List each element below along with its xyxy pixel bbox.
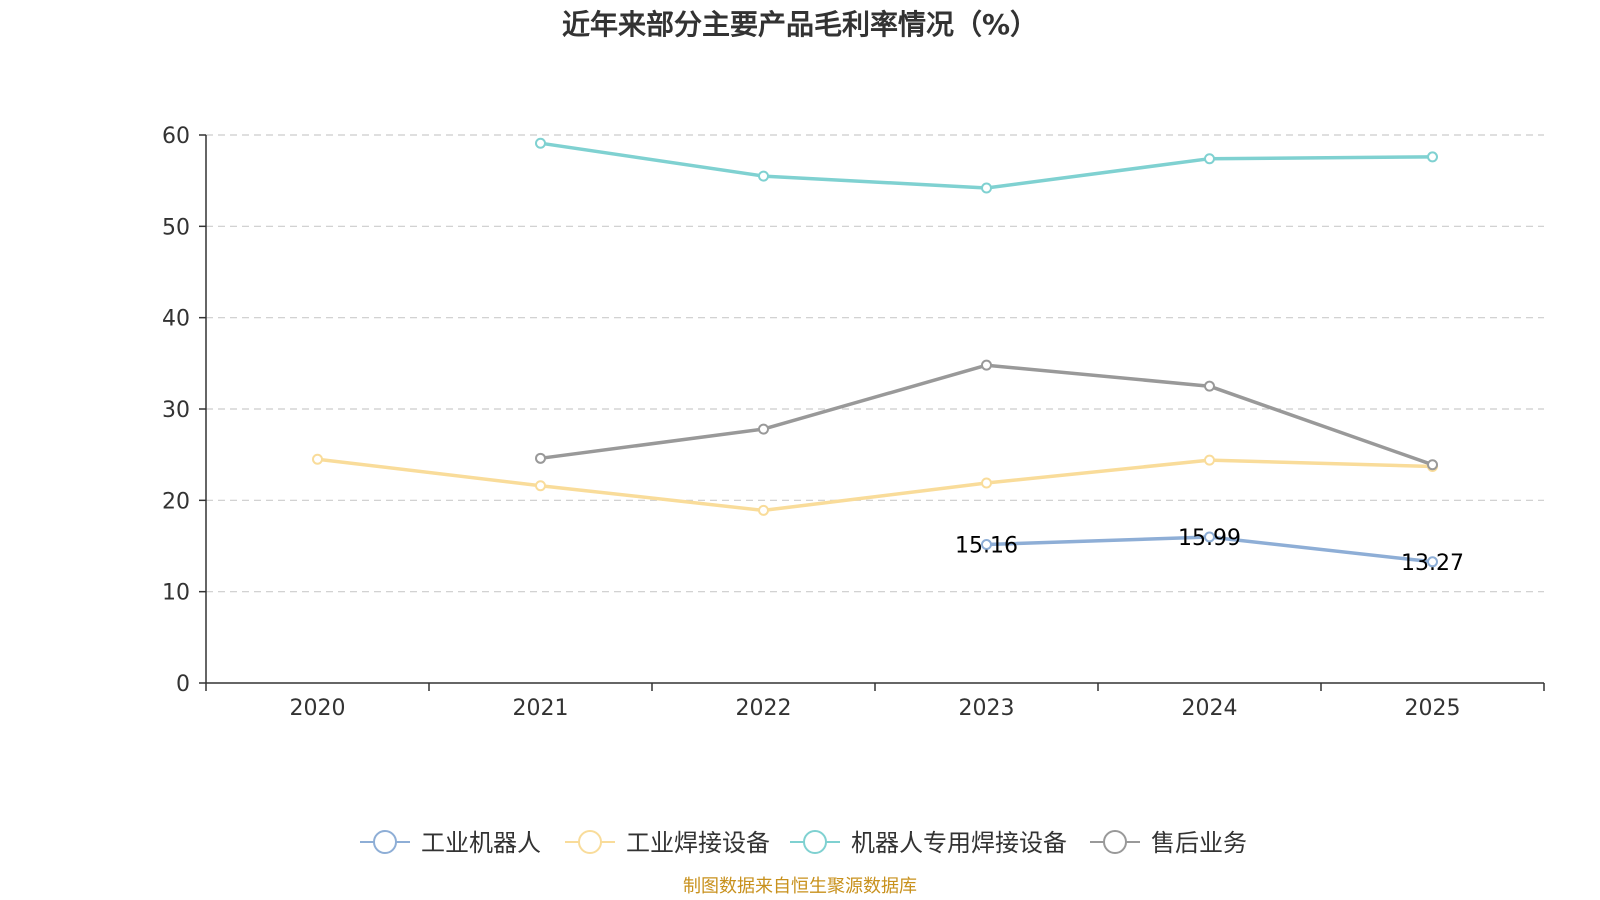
- y-tick-label: 40: [162, 307, 190, 332]
- data-point[interactable]: [1427, 459, 1438, 471]
- series-line-4: [540, 363, 1434, 467]
- data-point[interactable]: [981, 477, 992, 489]
- data-point[interactable]: [1204, 153, 1215, 165]
- data-point[interactable]: [981, 539, 992, 551]
- data-point[interactable]: [758, 504, 769, 516]
- data-point[interactable]: [981, 359, 992, 371]
- data-label: 13.27: [1401, 551, 1464, 576]
- data-point[interactable]: [1204, 454, 1215, 466]
- source-note: 制图数据来自恒生聚源数据库: [683, 876, 917, 897]
- x-tick-label: 2024: [1182, 696, 1238, 721]
- data-point[interactable]: [758, 170, 769, 182]
- x-tick-label: 2020: [290, 696, 346, 721]
- y-tick-label: 10: [162, 581, 190, 606]
- y-tick-label: 30: [162, 398, 190, 423]
- data-label: 15.16: [955, 534, 1018, 559]
- x-tick-label: 2021: [513, 696, 569, 721]
- data-point[interactable]: [535, 452, 546, 464]
- data-point[interactable]: [535, 480, 546, 492]
- data-point[interactable]: [312, 453, 323, 465]
- x-tick-label: 2022: [736, 696, 792, 721]
- legend-item-3[interactable]: 机器人专用焊接设备: [790, 829, 1067, 857]
- legend-marker: [578, 830, 602, 854]
- data-point[interactable]: [758, 423, 769, 435]
- legend-item-1[interactable]: 工业机器人: [360, 829, 541, 857]
- data-point[interactable]: [535, 137, 546, 149]
- data-point[interactable]: [1427, 151, 1438, 163]
- y-tick-label: 50: [162, 215, 190, 240]
- legend-marker: [1103, 830, 1127, 854]
- legend-label: 工业机器人: [421, 829, 541, 857]
- x-tick-label: 2023: [959, 696, 1015, 721]
- legend-label: 工业焊接设备: [626, 829, 770, 857]
- chart-title: 近年来部分主要产品毛利率情况（%）: [562, 8, 1038, 41]
- legend-label: 机器人专用焊接设备: [851, 829, 1067, 857]
- legend-marker: [803, 830, 827, 854]
- y-tick-label: 60: [162, 124, 190, 149]
- legend-item-2[interactable]: 工业焊接设备: [565, 829, 770, 857]
- data-point[interactable]: [1204, 380, 1215, 392]
- y-tick-label: 0: [176, 672, 190, 697]
- data-point[interactable]: [1427, 556, 1438, 568]
- data-point[interactable]: [981, 182, 992, 194]
- data-label: 15.99: [1178, 526, 1241, 551]
- x-tick-label: 2025: [1405, 696, 1461, 721]
- legend-item-4[interactable]: 售后业务: [1090, 829, 1247, 857]
- legend-label: 售后业务: [1151, 829, 1247, 857]
- series-line-3: [540, 141, 1433, 190]
- series-line-2: [317, 457, 1433, 513]
- data-point[interactable]: [1204, 531, 1215, 543]
- legend-marker: [373, 830, 397, 854]
- y-tick-label: 20: [162, 489, 190, 514]
